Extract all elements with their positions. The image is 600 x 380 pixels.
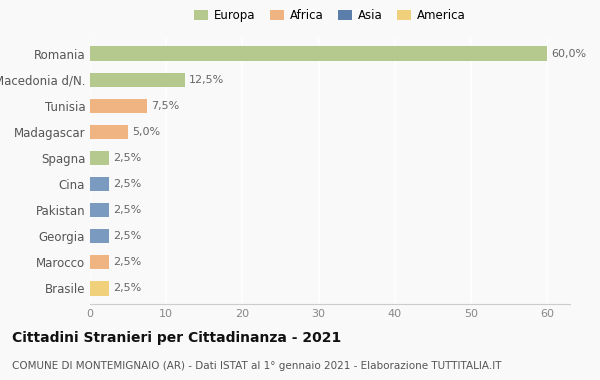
Text: 2,5%: 2,5% (113, 283, 141, 293)
Bar (90, 73, 185, 87)
Text: Cittadini Stranieri per Cittadinanza - 2021: Cittadini Stranieri per Cittadinanza - 2… (12, 331, 341, 345)
Bar (90, 255, 109, 269)
Bar (90, 99, 147, 113)
Text: 2,5%: 2,5% (113, 205, 141, 215)
Bar (90, 203, 109, 217)
Bar (90, 151, 109, 165)
Bar (90, 125, 128, 139)
Text: 2,5%: 2,5% (113, 257, 141, 267)
Text: 5,0%: 5,0% (132, 127, 160, 137)
Bar (90, 177, 109, 191)
Bar (90, 281, 109, 296)
Bar (90, 229, 109, 243)
Text: 7,5%: 7,5% (151, 101, 179, 111)
Legend: Europa, Africa, Asia, America: Europa, Africa, Asia, America (190, 4, 470, 27)
Text: 12,5%: 12,5% (189, 75, 224, 85)
Text: 2,5%: 2,5% (113, 179, 141, 189)
Text: 2,5%: 2,5% (113, 231, 141, 241)
Text: 60,0%: 60,0% (551, 49, 586, 59)
Text: COMUNE DI MONTEMIGNAIO (AR) - Dati ISTAT al 1° gennaio 2021 - Elaborazione TUTTI: COMUNE DI MONTEMIGNAIO (AR) - Dati ISTAT… (12, 361, 502, 371)
Bar (90, 46, 547, 61)
Text: 2,5%: 2,5% (113, 153, 141, 163)
